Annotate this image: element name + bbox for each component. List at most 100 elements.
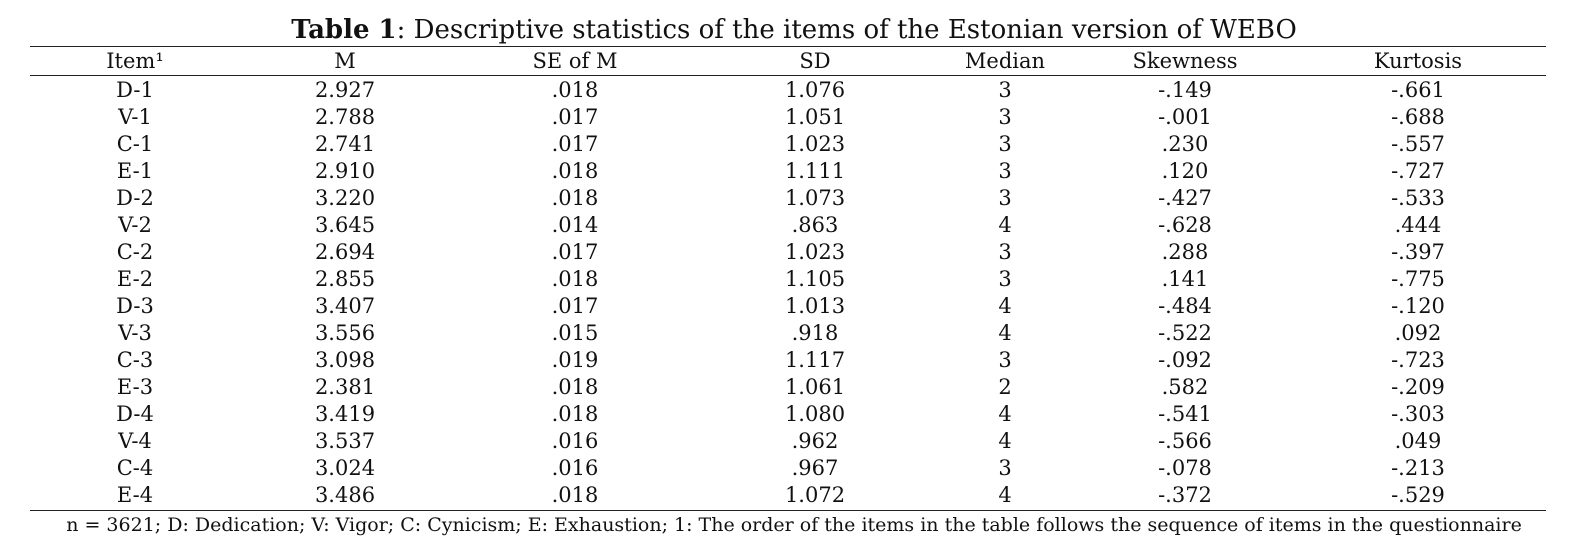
table-cell: .017 [551, 132, 599, 156]
table-header-row: Item¹ M SE of M SD Median Skewness Kurtosis [30, 48, 1546, 75]
table-row: V-3 3.556 .015 .918 4 -.522 .092 [30, 320, 1546, 347]
column-header: Item¹ [106, 49, 164, 73]
table-row: C-3 3.098 .019 1.117 3 -.092 -.723 [30, 347, 1546, 374]
table-cell: 3 [998, 456, 1012, 480]
table-cell: .120 [1161, 159, 1209, 183]
table-cell: 1.023 [784, 132, 846, 156]
table-cell: E-3 [116, 375, 154, 399]
table-cell: 3.537 [314, 429, 376, 453]
table-cell: C-3 [116, 348, 154, 372]
table-cell: 2.381 [314, 375, 376, 399]
table-cell: 1.023 [784, 240, 846, 264]
table-cell: C-4 [116, 456, 154, 480]
table-cell: 3.645 [314, 213, 376, 237]
table-cell: .582 [1161, 375, 1209, 399]
table-cell: 4 [998, 213, 1012, 237]
table-cell: 2 [998, 375, 1012, 399]
table-row: D-4 3.419 .018 1.080 4 -.541 -.303 [30, 401, 1546, 428]
table-cell: .863 [791, 213, 839, 237]
table-row: E-4 3.486 .018 1.072 4 -.372 -.529 [30, 482, 1546, 509]
table-cell: 2.910 [314, 159, 376, 183]
table-cell: -.092 [1158, 348, 1212, 372]
column-header: SE of M [532, 49, 618, 73]
table-caption-label: Table 1 [291, 15, 397, 45]
table-cell: 3 [998, 348, 1012, 372]
table-cell: -.566 [1158, 429, 1212, 453]
table-row: C-2 2.694 .017 1.023 3 .288 -.397 [30, 239, 1546, 266]
table-cell: 4 [998, 321, 1012, 345]
column-header: Kurtosis [1373, 49, 1463, 73]
table-cell: -.723 [1391, 348, 1445, 372]
table-cell: 2.788 [314, 105, 376, 129]
table-row: C-1 2.741 .017 1.023 3 .230 -.557 [30, 131, 1546, 158]
table-cell: -.209 [1391, 375, 1445, 399]
table-cell: D-1 [116, 78, 154, 102]
table-cell: .018 [551, 375, 599, 399]
table-cell: .018 [551, 267, 599, 291]
table-footnote: n = 3621; D: Dedication; V: Vigor; C: Cy… [66, 514, 1522, 536]
header-rule-left [30, 75, 1070, 76]
table-row: D-2 3.220 .018 1.073 3 -.427 -.533 [30, 185, 1546, 212]
table-cell: 2.694 [314, 240, 376, 264]
table-cell: .018 [551, 159, 599, 183]
table-cell: 3 [998, 78, 1012, 102]
table-cell: -.541 [1158, 402, 1212, 426]
table-cell: -.078 [1158, 456, 1212, 480]
table-cell: -.628 [1158, 213, 1212, 237]
table-cell: 2.741 [314, 132, 376, 156]
table-cell: 3 [998, 159, 1012, 183]
table-cell: 3.556 [314, 321, 376, 345]
table-cell: 3.098 [314, 348, 376, 372]
table-cell: 3 [998, 132, 1012, 156]
table-cell: .014 [551, 213, 599, 237]
table-cell: .018 [551, 186, 599, 210]
table-cell: D-3 [116, 294, 154, 318]
table-cell: .444 [1394, 213, 1442, 237]
table-cell: -.557 [1391, 132, 1445, 156]
table-body: D-1 2.927 .018 1.076 3 -.149 -.661 V-1 2.788 .017… [30, 77, 1546, 509]
table-cell: .918 [791, 321, 839, 345]
table-cell: -.484 [1158, 294, 1212, 318]
table-cell: -.001 [1158, 105, 1212, 129]
table-cell: 3.486 [314, 483, 376, 507]
table-cell: 4 [998, 483, 1012, 507]
table-cell: E-1 [116, 159, 154, 183]
table-cell: C-2 [116, 240, 154, 264]
table-cell: -.688 [1391, 105, 1445, 129]
table-caption: Table 1: Descriptive statistics of the i… [0, 14, 1588, 46]
table-cell: -.149 [1158, 78, 1212, 102]
table-cell: 4 [998, 429, 1012, 453]
header-rule-skewness [1070, 75, 1270, 76]
table-cell: 4 [998, 294, 1012, 318]
table-row: D-3 3.407 .017 1.013 4 -.484 -.120 [30, 293, 1546, 320]
table-cell: 3.220 [314, 186, 376, 210]
table-cell: .141 [1161, 267, 1209, 291]
table-cell: V-2 [118, 213, 152, 237]
table-cell: -.120 [1391, 294, 1445, 318]
table-cell: .017 [551, 240, 599, 264]
table-cell: 1.073 [784, 186, 846, 210]
table-cell: 3 [998, 267, 1012, 291]
table-cell: .049 [1394, 429, 1442, 453]
table-cell: 1.061 [784, 375, 846, 399]
table-cell: .018 [551, 78, 599, 102]
table-cell: V-3 [118, 321, 152, 345]
table-cell: -.427 [1158, 186, 1212, 210]
table-cell: .967 [791, 456, 839, 480]
table-cell: -.775 [1391, 267, 1445, 291]
table-cell: 1.111 [784, 159, 846, 183]
table-row: E-3 2.381 .018 1.061 2 .582 -.209 [30, 374, 1546, 401]
table-bottom-rule [30, 510, 1546, 511]
table-cell: .017 [551, 105, 599, 129]
table-row: V-2 3.645 .014 .863 4 -.628 .444 [30, 212, 1546, 239]
table-row: V-1 2.788 .017 1.051 3 -.001 -.688 [30, 104, 1546, 131]
table-cell: .018 [551, 402, 599, 426]
table-cell: .016 [551, 456, 599, 480]
table-cell: 3.419 [314, 402, 376, 426]
table-cell: .016 [551, 429, 599, 453]
table-cell: -.727 [1391, 159, 1445, 183]
table-top-rule [30, 46, 1546, 47]
table-cell: -.529 [1391, 483, 1445, 507]
table-cell: 1.013 [784, 294, 846, 318]
table-cell: V-4 [118, 429, 152, 453]
